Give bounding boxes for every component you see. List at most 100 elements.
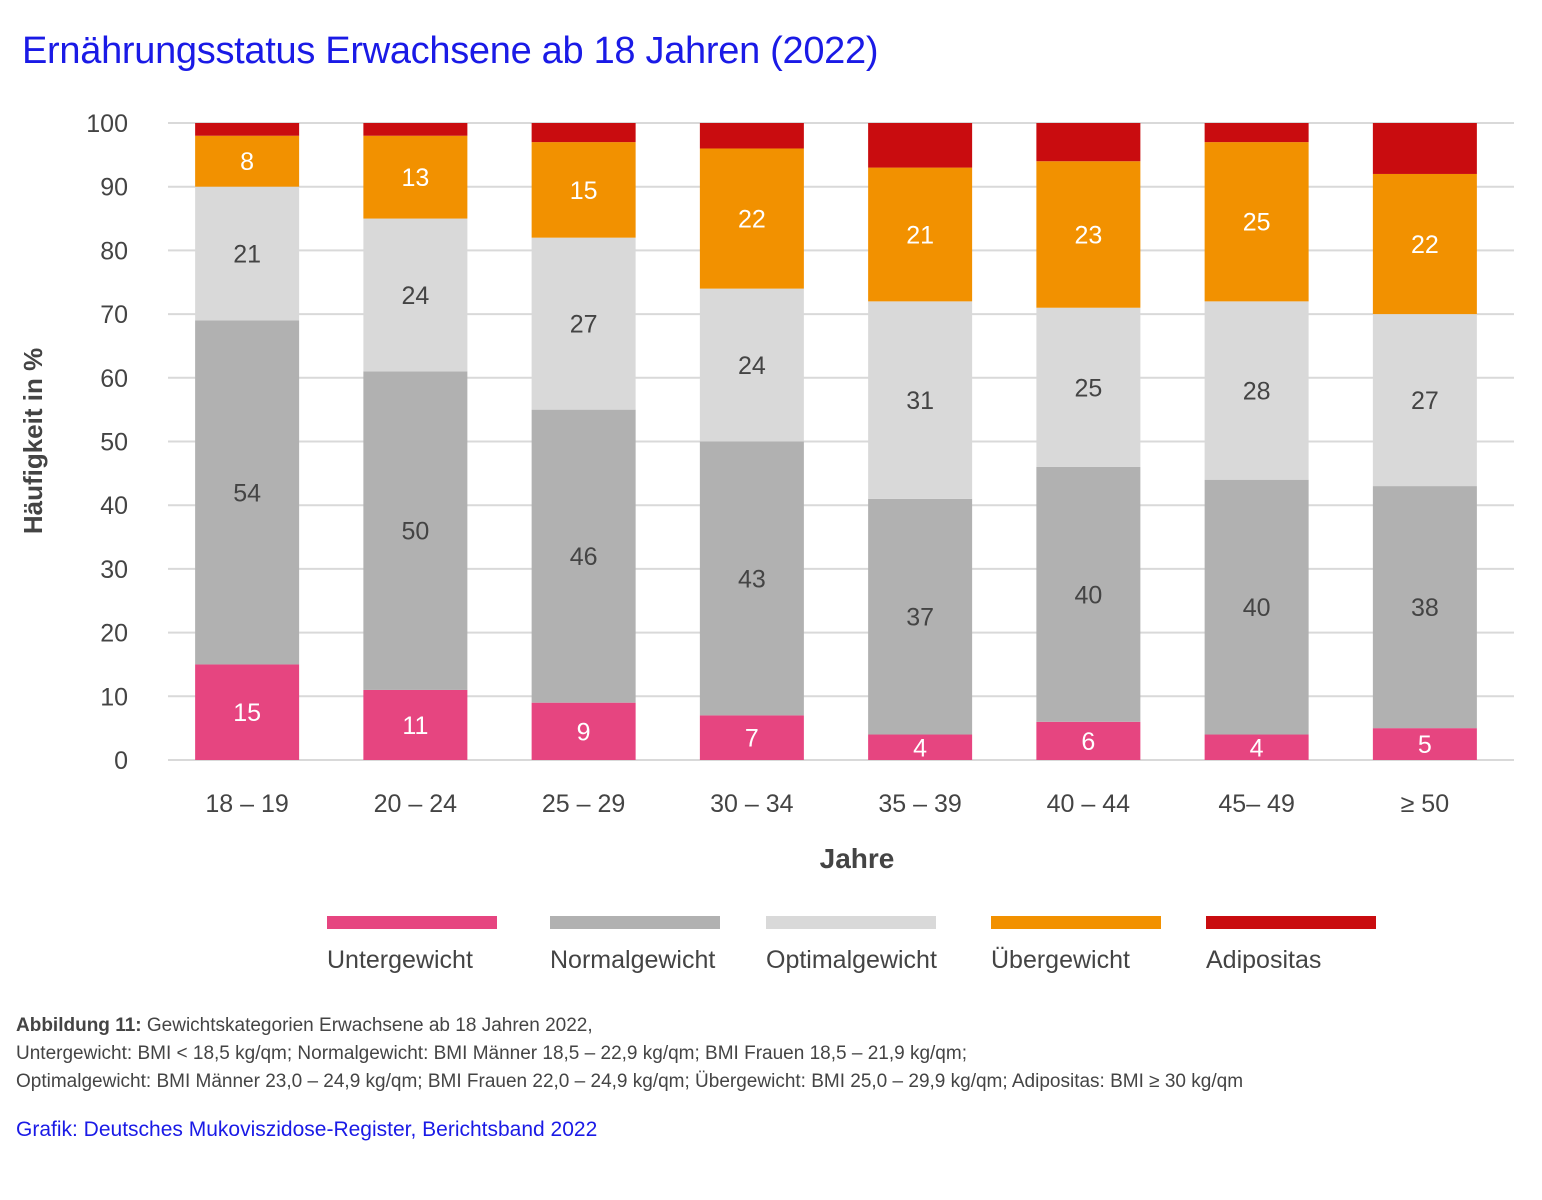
- y-tick-label: 50: [100, 429, 128, 457]
- y-tick-label: 90: [100, 174, 128, 202]
- bar-segment-optimalgewicht: [1204, 301, 1309, 480]
- data-label: 5: [1418, 731, 1432, 759]
- bar-segment-untergewicht: [699, 715, 804, 760]
- y-tick-label: 100: [86, 110, 128, 138]
- bar-segment-optimalgewicht: [699, 288, 804, 442]
- bar-segment-normalgewicht: [1036, 466, 1141, 722]
- bar-stack: 11 50 24 13: [363, 123, 468, 760]
- x-tick-label: ≥ 50: [1401, 790, 1449, 818]
- caption-line-1: Abbildung 11: Gewichtskategorien Erwachs…: [16, 1015, 593, 1037]
- legend-item: Optimalgewicht: [766, 916, 937, 974]
- data-label: 50: [401, 518, 429, 546]
- x-axis-ticks: 18 – 19 20 – 24 25 – 29 30 – 34 35 – 39 40 – …: [205, 790, 1449, 818]
- data-label: 43: [738, 565, 766, 593]
- bar-segment-übergewicht: [868, 167, 973, 302]
- data-label: 40: [1243, 594, 1271, 622]
- bar-segment-adipositas: [699, 123, 804, 149]
- data-label: 13: [401, 164, 429, 192]
- bar-segment-untergewicht: [531, 702, 636, 760]
- y-axis-ticks: 0 10 20 30 40 50 60 70 80 90 100: [86, 110, 128, 775]
- bar-segment-übergewicht: [531, 142, 636, 238]
- data-label: 7: [745, 725, 759, 753]
- data-label: 23: [1074, 221, 1102, 249]
- bar-stack: 7 43 24 22: [699, 123, 804, 760]
- data-label: 54: [233, 479, 261, 507]
- data-label: 24: [401, 282, 429, 310]
- legend-swatch: [766, 916, 936, 929]
- legend-swatch: [550, 916, 720, 929]
- x-tick-label: 25 – 29: [542, 790, 625, 818]
- data-label: 40: [1074, 581, 1102, 609]
- chart-title: Ernährungsstatus Erwachsene ab 18 Jahren…: [22, 30, 879, 72]
- source-credit: Grafik: Deutsches Mukoviszidose-Register…: [16, 1118, 598, 1141]
- bar-stack: 4 40 28 25: [1204, 123, 1309, 762]
- bar-segment-übergewicht: [195, 135, 300, 187]
- data-label: 15: [570, 177, 598, 205]
- bar-segment-untergewicht: [195, 664, 300, 760]
- bar-segment-übergewicht: [1372, 173, 1477, 315]
- x-tick-label: 20 – 24: [374, 790, 458, 818]
- bar-segment-normalgewicht: [868, 498, 973, 735]
- x-tick-label: 35 – 39: [878, 790, 961, 818]
- data-label: 22: [1411, 231, 1439, 259]
- data-label: 25: [1243, 209, 1271, 237]
- bar-stack: 5 38 27 22: [1372, 123, 1477, 760]
- legend-swatch: [327, 916, 497, 929]
- legend-label: Übergewicht: [991, 946, 1130, 974]
- bar-segment-adipositas: [1372, 123, 1477, 174]
- data-label: 4: [1250, 734, 1264, 762]
- data-label: 11: [402, 712, 428, 740]
- bar-segment-adipositas: [868, 123, 973, 168]
- bar-segment-übergewicht: [699, 148, 804, 289]
- legend-item: Adipositas: [1206, 916, 1376, 974]
- bar-segment-untergewicht: [1204, 734, 1309, 760]
- legend-item: Übergewicht: [991, 916, 1161, 974]
- caption-label: Abbildung 11:: [16, 1015, 142, 1036]
- data-label: 21: [906, 221, 934, 249]
- y-tick-label: 30: [100, 556, 128, 584]
- y-tick-label: 80: [100, 237, 128, 265]
- data-label: 9: [577, 718, 591, 746]
- data-label: 15: [233, 699, 261, 727]
- bar-stack: 15 54 21 8: [195, 123, 300, 760]
- y-tick-label: 70: [100, 301, 128, 329]
- bar-segment-übergewicht: [1036, 161, 1141, 308]
- data-label: 38: [1411, 594, 1439, 622]
- bar-segment-untergewicht: [1036, 721, 1141, 760]
- bar-segment-optimalgewicht: [531, 237, 636, 410]
- data-label: 27: [570, 311, 598, 339]
- bar-segment-normalgewicht: [195, 320, 300, 665]
- bar-segment-adipositas: [195, 123, 300, 136]
- data-label: 27: [1411, 387, 1439, 415]
- bar-segment-normalgewicht: [531, 409, 636, 703]
- bar-segment-optimalgewicht: [1036, 307, 1141, 467]
- data-label: 46: [570, 543, 598, 571]
- bar-segment-adipositas: [363, 123, 468, 136]
- bar-segment-normalgewicht: [1204, 479, 1309, 735]
- bar-segment-adipositas: [531, 123, 636, 143]
- data-label: 25: [1074, 374, 1102, 402]
- data-label: 4: [913, 734, 927, 762]
- bar-segment-übergewicht: [1204, 142, 1309, 302]
- y-tick-label: 60: [100, 365, 128, 393]
- bar-segment-optimalgewicht: [868, 301, 973, 499]
- data-label: 37: [906, 604, 934, 632]
- caption-line-3: Optimalgewicht: BMI Männer 23,0 – 24,9 k…: [16, 1071, 1244, 1092]
- data-label: 31: [906, 387, 934, 415]
- legend-swatch: [1206, 916, 1376, 929]
- bar-segment-untergewicht: [868, 734, 973, 760]
- bar-segment-optimalgewicht: [363, 218, 468, 372]
- bar-segment-optimalgewicht: [195, 186, 300, 321]
- y-tick-label: 10: [100, 683, 128, 711]
- bar-segment-normalgewicht: [699, 441, 804, 716]
- bar-segment-adipositas: [1036, 123, 1141, 162]
- x-tick-label: 18 – 19: [205, 790, 288, 818]
- legend-label: Normalgewicht: [550, 946, 715, 974]
- bar-segment-optimalgewicht: [1372, 314, 1477, 487]
- bar-stack: 6 40 25 23: [1036, 123, 1141, 760]
- y-tick-label: 40: [100, 492, 128, 520]
- legend-label: Optimalgewicht: [766, 946, 937, 974]
- x-tick-label: 40 – 44: [1047, 790, 1131, 818]
- x-axis-label: Jahre: [820, 843, 895, 874]
